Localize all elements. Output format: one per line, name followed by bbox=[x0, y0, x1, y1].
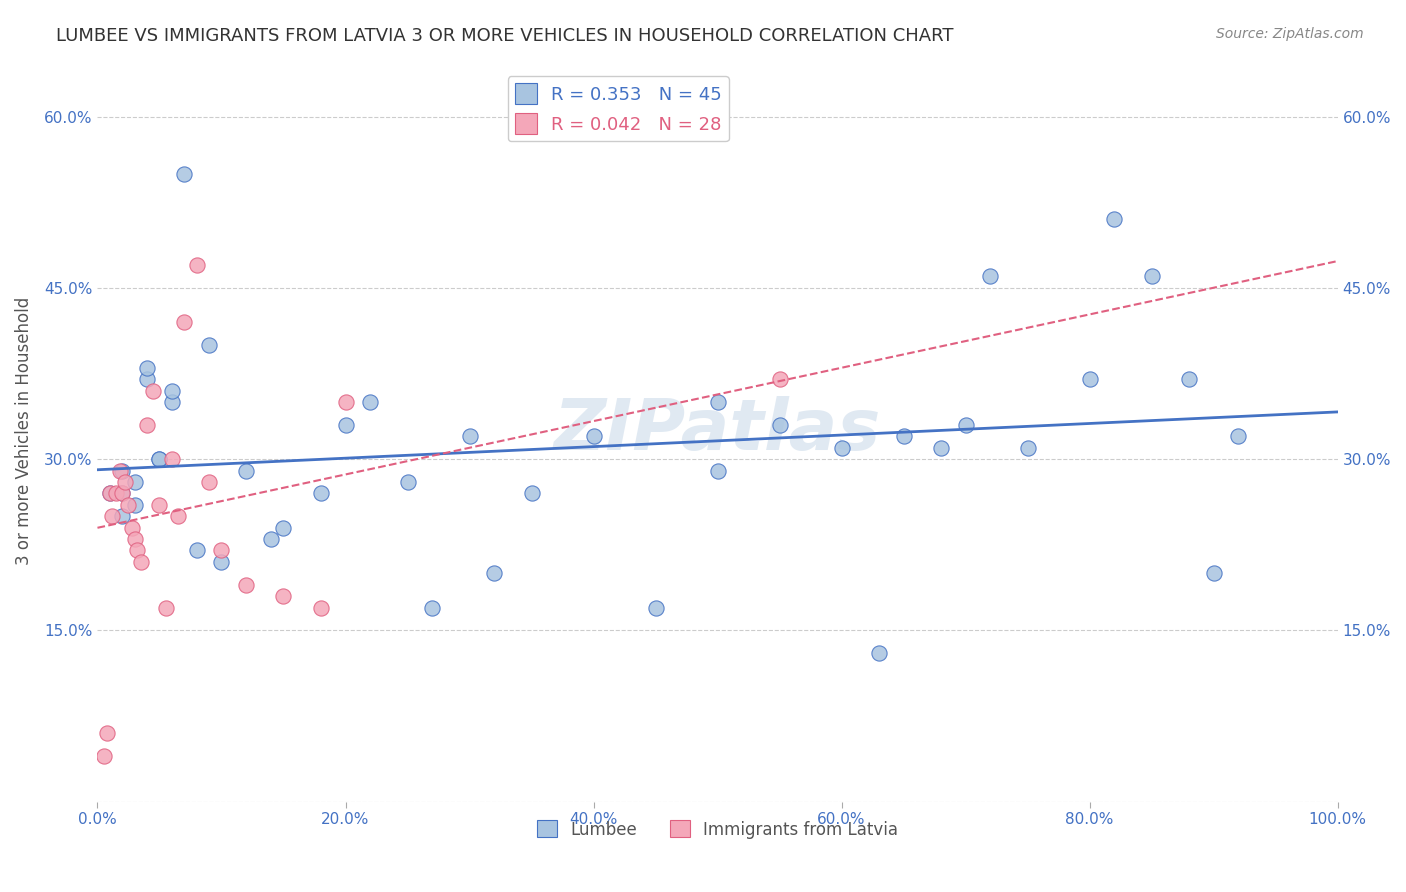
Point bbox=[1017, 441, 1039, 455]
Text: Source: ZipAtlas.com: Source: ZipAtlas.com bbox=[1216, 27, 1364, 41]
Point bbox=[235, 577, 257, 591]
Point bbox=[114, 475, 136, 489]
Point bbox=[124, 475, 146, 489]
Point bbox=[520, 486, 543, 500]
Point bbox=[768, 372, 790, 386]
Point bbox=[111, 486, 134, 500]
Point bbox=[1140, 269, 1163, 284]
Point bbox=[979, 269, 1001, 284]
Point bbox=[211, 543, 233, 558]
Point bbox=[309, 486, 332, 500]
Point bbox=[98, 486, 121, 500]
Point bbox=[458, 429, 481, 443]
Point bbox=[111, 486, 134, 500]
Point bbox=[235, 464, 257, 478]
Point bbox=[335, 417, 357, 432]
Point bbox=[420, 600, 443, 615]
Point bbox=[127, 543, 149, 558]
Point bbox=[93, 748, 115, 763]
Point bbox=[868, 646, 890, 660]
Point bbox=[136, 360, 159, 375]
Point bbox=[124, 498, 146, 512]
Point bbox=[396, 475, 419, 489]
Point bbox=[148, 452, 170, 467]
Point bbox=[309, 600, 332, 615]
Point bbox=[96, 726, 118, 740]
Point bbox=[124, 532, 146, 546]
Point bbox=[644, 600, 666, 615]
Point bbox=[768, 417, 790, 432]
Point bbox=[929, 441, 952, 455]
Point bbox=[111, 509, 134, 524]
Point bbox=[484, 566, 506, 581]
Point bbox=[335, 395, 357, 409]
Point bbox=[105, 486, 128, 500]
Point bbox=[706, 464, 728, 478]
Point bbox=[893, 429, 915, 443]
Point bbox=[273, 589, 295, 603]
Point bbox=[1227, 429, 1250, 443]
Point bbox=[111, 464, 134, 478]
Legend: Lumbee, Immigrants from Latvia: Lumbee, Immigrants from Latvia bbox=[530, 814, 905, 846]
Point bbox=[831, 441, 853, 455]
Text: LUMBEE VS IMMIGRANTS FROM LATVIA 3 OR MORE VEHICLES IN HOUSEHOLD CORRELATION CHA: LUMBEE VS IMMIGRANTS FROM LATVIA 3 OR MO… bbox=[56, 27, 953, 45]
Point bbox=[1202, 566, 1225, 581]
Point bbox=[211, 555, 233, 569]
Point bbox=[108, 464, 131, 478]
Point bbox=[260, 532, 283, 546]
Point bbox=[198, 338, 221, 352]
Point bbox=[148, 498, 170, 512]
Point bbox=[160, 384, 183, 398]
Point bbox=[582, 429, 605, 443]
Point bbox=[955, 417, 977, 432]
Point bbox=[1078, 372, 1101, 386]
Point bbox=[359, 395, 381, 409]
Point bbox=[167, 509, 190, 524]
Point bbox=[186, 543, 208, 558]
Point bbox=[136, 372, 159, 386]
Point bbox=[173, 167, 195, 181]
Point bbox=[1178, 372, 1201, 386]
Point bbox=[117, 498, 139, 512]
Point bbox=[136, 417, 159, 432]
Point bbox=[198, 475, 221, 489]
Point bbox=[148, 452, 170, 467]
Point bbox=[98, 486, 121, 500]
Point bbox=[129, 555, 152, 569]
Point bbox=[142, 384, 165, 398]
Text: ZIPatlas: ZIPatlas bbox=[554, 396, 882, 465]
Point bbox=[121, 520, 143, 534]
Point bbox=[706, 395, 728, 409]
Point bbox=[173, 315, 195, 329]
Point bbox=[101, 509, 124, 524]
Point bbox=[273, 520, 295, 534]
Point bbox=[160, 395, 183, 409]
Y-axis label: 3 or more Vehicles in Household: 3 or more Vehicles in Household bbox=[15, 296, 32, 565]
Point bbox=[155, 600, 177, 615]
Point bbox=[186, 258, 208, 272]
Point bbox=[1104, 212, 1126, 227]
Point bbox=[160, 452, 183, 467]
